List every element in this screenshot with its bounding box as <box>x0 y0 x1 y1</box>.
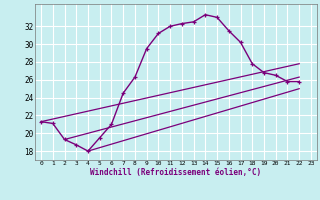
X-axis label: Windchill (Refroidissement éolien,°C): Windchill (Refroidissement éolien,°C) <box>91 168 261 177</box>
